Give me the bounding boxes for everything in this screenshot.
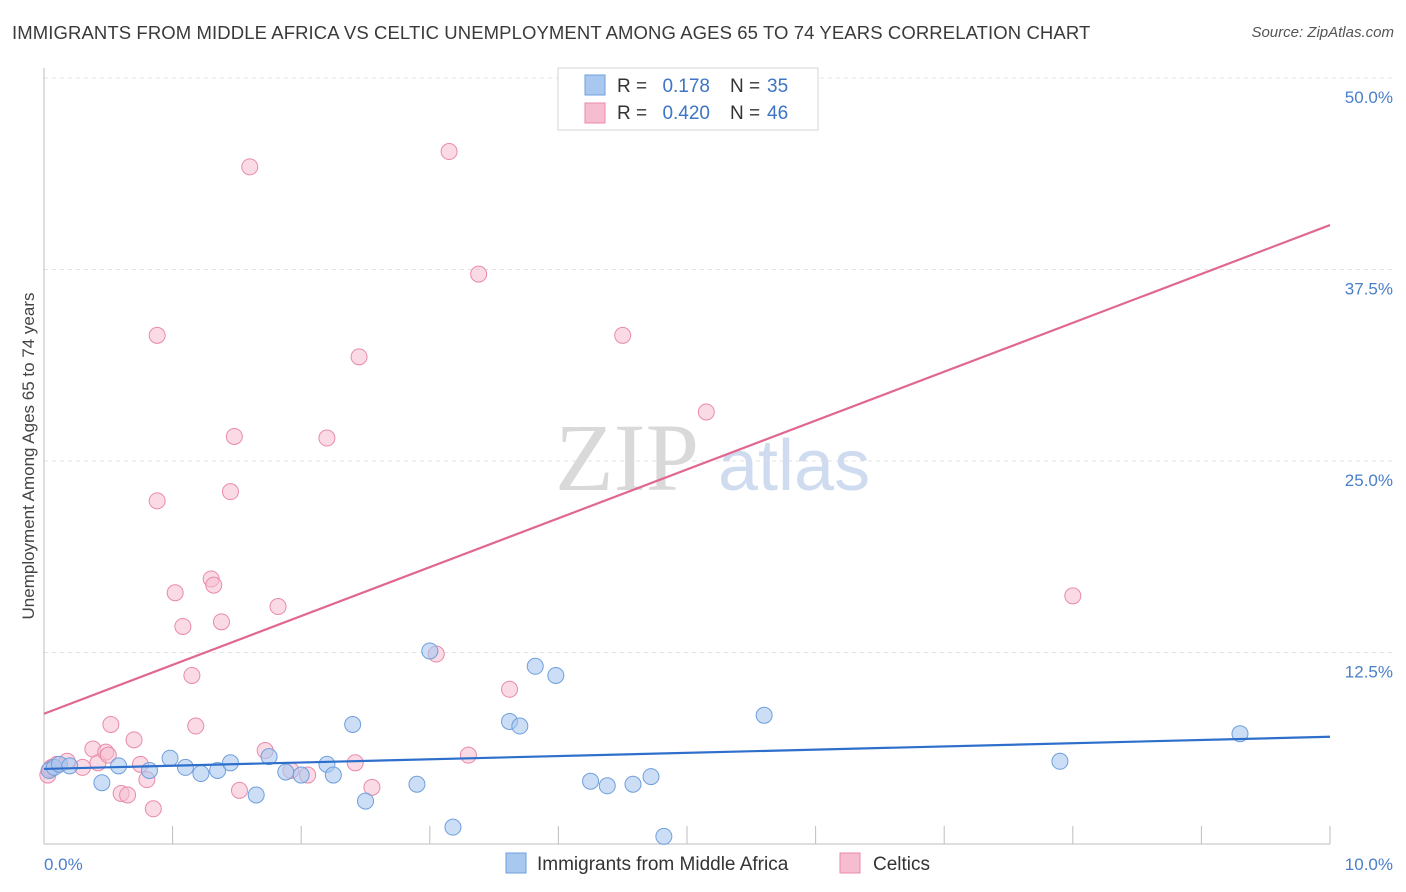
series-legend: Immigrants from Middle Africa Celtics bbox=[505, 852, 930, 875]
celtics-point-33 bbox=[318, 429, 336, 447]
middle-africa-point-29 bbox=[624, 775, 642, 793]
legend-n-label-blue: N = bbox=[730, 76, 760, 97]
celtics-point-28 bbox=[241, 158, 259, 176]
celtics-point-40 bbox=[470, 265, 488, 283]
middle-africa-point-17 bbox=[324, 766, 342, 784]
watermark-atlas: atlas bbox=[718, 426, 870, 506]
celtics-trend-line bbox=[43, 224, 1331, 715]
celtics-point-26 bbox=[225, 427, 243, 445]
x-axis-ticks bbox=[172, 826, 1331, 844]
middle-africa-point-20 bbox=[408, 775, 426, 793]
middle-africa-point-31 bbox=[655, 827, 673, 845]
middle-africa-point-32 bbox=[755, 706, 773, 724]
celtics-point-11 bbox=[119, 786, 137, 804]
y-tick-label-1: 25.0% bbox=[1345, 471, 1393, 490]
celtics-point-44 bbox=[1064, 587, 1082, 605]
middle-africa-point-22 bbox=[444, 818, 462, 836]
celtics-point-17 bbox=[148, 492, 166, 510]
middle-africa-points bbox=[40, 642, 1249, 845]
middle-africa-point-26 bbox=[547, 666, 565, 684]
middle-africa-point-34 bbox=[1231, 725, 1249, 743]
chart-title: IMMIGRANTS FROM MIDDLE AFRICA VS CELTIC … bbox=[12, 22, 1091, 43]
x-tick-label-max: 10.0% bbox=[1345, 855, 1393, 874]
middle-africa-point-18 bbox=[344, 716, 362, 734]
celtics-point-42 bbox=[614, 326, 632, 344]
legend-n-value-blue: 35 bbox=[767, 76, 788, 97]
legend-item-celtics: Celtics bbox=[873, 854, 930, 875]
middle-africa-trend-line bbox=[43, 735, 1331, 771]
legend-item-celtics-swatch bbox=[839, 852, 861, 874]
legend-item-middle-africa: Immigrants from Middle Africa bbox=[537, 854, 789, 875]
middle-africa-point-7 bbox=[161, 749, 179, 767]
celtics-point-21 bbox=[187, 717, 205, 735]
celtics-point-23 bbox=[205, 576, 223, 594]
legend-r-label-pink: R = bbox=[617, 103, 647, 124]
celtics-point-8 bbox=[99, 746, 117, 764]
y-axis-label: Unemployment Among Ages 65 to 74 years bbox=[19, 293, 38, 620]
y-tick-label-2: 37.5% bbox=[1345, 280, 1393, 299]
middle-africa-point-3 bbox=[61, 757, 79, 775]
legend-swatch-pink bbox=[584, 102, 606, 124]
middle-africa-point-4 bbox=[93, 774, 111, 792]
grid-lines bbox=[44, 77, 1392, 653]
celtics-point-43 bbox=[697, 403, 715, 421]
middle-africa-point-9 bbox=[192, 765, 210, 783]
celtics-point-16 bbox=[148, 326, 166, 344]
middle-africa-point-30 bbox=[642, 768, 660, 786]
celtics-point-30 bbox=[269, 598, 287, 616]
legend-r-value-pink: 0.420 bbox=[662, 103, 710, 124]
celtics-point-9 bbox=[102, 716, 120, 734]
celtics-point-20 bbox=[183, 666, 201, 684]
celtics-point-34 bbox=[346, 754, 364, 772]
middle-africa-point-13 bbox=[260, 748, 278, 766]
x-tick-label-min: 0.0% bbox=[44, 855, 83, 874]
source-credit: Source: ZipAtlas.com bbox=[1251, 24, 1394, 41]
celtics-point-24 bbox=[212, 613, 230, 631]
middle-africa-point-19 bbox=[357, 792, 374, 810]
middle-africa-point-15 bbox=[292, 766, 310, 784]
celtics-point-25 bbox=[221, 483, 239, 501]
middle-africa-point-10 bbox=[209, 761, 227, 779]
celtics-point-38 bbox=[440, 143, 458, 161]
middle-africa-point-21 bbox=[421, 642, 439, 660]
middle-africa-point-27 bbox=[582, 772, 600, 790]
legend-item-middle-africa-swatch bbox=[505, 852, 527, 874]
middle-africa-point-8 bbox=[176, 758, 194, 776]
middle-africa-point-25 bbox=[526, 657, 544, 675]
stats-legend: R = 0.178 N = 35 R = 0.420 N = 46 bbox=[557, 67, 819, 131]
legend-r-label-blue: R = bbox=[617, 76, 647, 97]
legend-r-value-blue: 0.178 bbox=[662, 76, 710, 97]
celtics-point-12 bbox=[125, 731, 143, 749]
celtics-point-39 bbox=[459, 746, 477, 764]
celtics-point-18 bbox=[166, 584, 184, 602]
y-tick-labels: 12.5% 25.0% 37.5% 50.0% bbox=[1345, 88, 1393, 682]
celtics-point-36 bbox=[363, 778, 381, 796]
y-tick-label-3: 50.0% bbox=[1345, 88, 1393, 107]
middle-africa-point-33 bbox=[1051, 752, 1069, 770]
celtics-point-15 bbox=[144, 800, 162, 818]
middle-africa-point-14 bbox=[277, 763, 295, 781]
celtics-point-35 bbox=[350, 348, 368, 366]
legend-n-label-pink: N = bbox=[730, 103, 760, 124]
middle-africa-point-6 bbox=[140, 761, 158, 779]
celtics-point-19 bbox=[174, 617, 192, 635]
y-tick-label-0: 12.5% bbox=[1345, 663, 1393, 682]
celtics-point-27 bbox=[230, 781, 248, 799]
legend-swatch-blue bbox=[584, 74, 606, 96]
middle-africa-point-24 bbox=[511, 717, 529, 735]
legend-n-value-pink: 46 bbox=[767, 103, 788, 124]
middle-africa-point-28 bbox=[598, 777, 616, 795]
celtics-point-41 bbox=[501, 680, 519, 698]
watermark-zip: ZIP bbox=[555, 404, 699, 511]
middle-africa-point-12 bbox=[247, 786, 265, 804]
middle-africa-point-11 bbox=[221, 754, 239, 772]
